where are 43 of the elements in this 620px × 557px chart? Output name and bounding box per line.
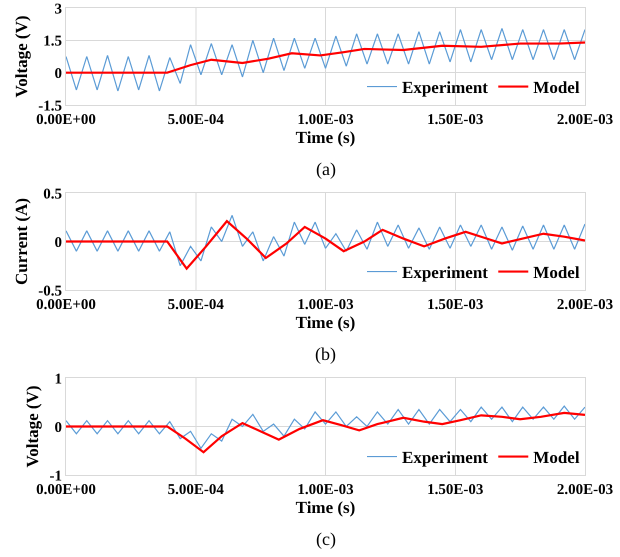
x-axis-title: Time (s)	[296, 498, 356, 517]
x-axis-title: Time (s)	[296, 128, 356, 147]
x-tick-label: 2.00E-03	[556, 297, 614, 313]
x-tick-label: 1.00E-03	[297, 297, 354, 313]
x-tick-label: 5.00E-04	[168, 112, 224, 128]
y-tick-label: 0	[54, 234, 62, 251]
text: (c)	[316, 529, 336, 549]
legend-label: Model	[533, 263, 580, 282]
x-tick-label: 1.00E-03	[297, 112, 354, 128]
text: (a)	[316, 159, 336, 179]
legend-label: Experiment	[402, 448, 488, 468]
y-tick-label: 0	[54, 420, 62, 436]
text: (b)	[315, 344, 336, 364]
legend-label: Experiment	[402, 78, 488, 98]
legend-label: Model	[533, 448, 580, 468]
y-tick-label: 1.5	[43, 34, 62, 50]
x-tick-label: 1.50E-03	[427, 112, 484, 128]
line-series	[66, 41, 585, 74]
y-tick-label: -1	[50, 468, 62, 484]
y-tick-label: 1	[54, 371, 62, 388]
x-tick-label: 1.50E-03	[427, 297, 484, 313]
x-tick-label: 5.00E-04	[168, 297, 224, 313]
x-tick-label: 2.00E-03	[556, 482, 614, 498]
legend-label: Model	[533, 78, 580, 98]
y-tick-label: 3	[54, 1, 62, 18]
y-tick-label: -1.5	[38, 98, 62, 114]
x-tick-label: 0.00E+00	[36, 482, 96, 498]
x-tick-label: 1.50E-03	[427, 482, 484, 498]
x-axis-title: Time (s)	[296, 313, 356, 332]
x-tick-label: 1.00E-03	[297, 482, 354, 498]
legend-label: Experiment	[402, 263, 488, 282]
x-tick-label: 0.00E+00	[36, 112, 96, 128]
y-tick-label: 0	[54, 66, 62, 82]
x-tick-label: 5.00E-04	[168, 482, 224, 498]
x-tick-label: 0.00E+00	[36, 297, 96, 313]
line-series	[66, 214, 585, 266]
line-series	[66, 406, 585, 449]
y-axis-title: Current (A)	[12, 198, 31, 286]
y-axis-title: Voltage (V)	[23, 386, 42, 468]
x-tick-label: 2.00E-03	[556, 112, 614, 128]
y-tick-label: -0.5	[38, 283, 62, 300]
y-axis-title: Voltage (V)	[12, 16, 31, 98]
y-tick-label: 0.5	[43, 186, 62, 202]
